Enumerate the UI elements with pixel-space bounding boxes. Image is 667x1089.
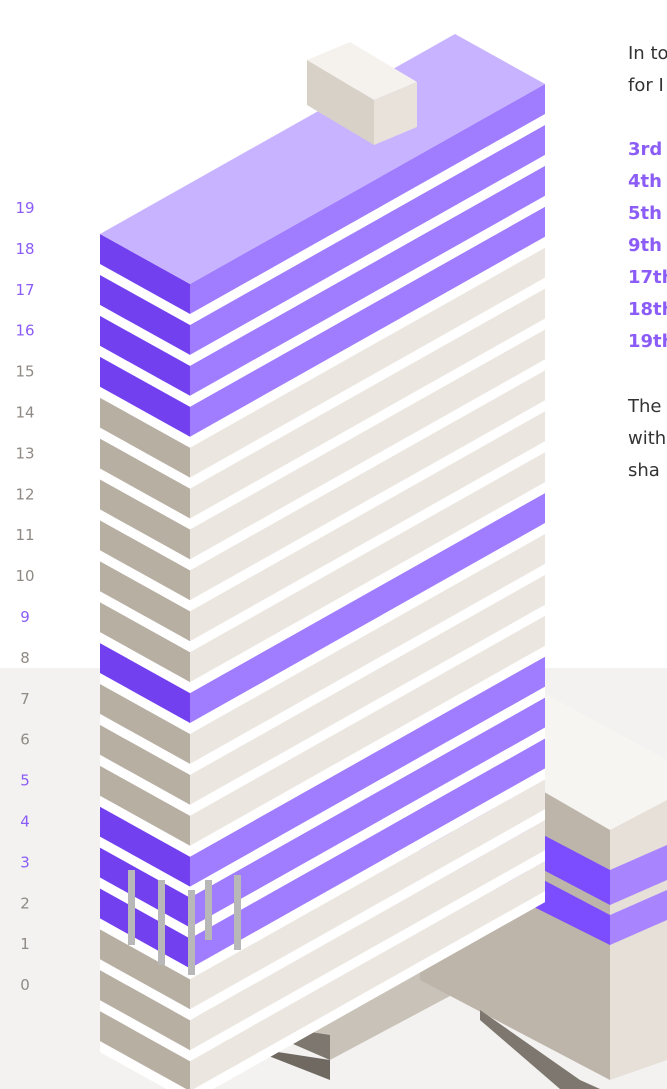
paragraph-line: sha [628, 455, 660, 487]
floor-item: 3rd [628, 134, 662, 166]
floor-label: 14 [15, 404, 34, 422]
floor-label: 15 [15, 363, 34, 381]
paragraph-line: for I [628, 70, 664, 102]
pillar [188, 890, 195, 975]
floors [100, 34, 545, 1089]
floor-label: 10 [15, 567, 34, 585]
floor-label: 3 [20, 853, 30, 871]
pillar [234, 875, 241, 950]
floor-label: 7 [20, 690, 30, 708]
floor-label: 5 [20, 772, 30, 790]
floor-label: 13 [15, 444, 34, 462]
floor-label: 18 [15, 240, 34, 258]
floor-item: 19th [628, 326, 667, 358]
paragraph-line: The [628, 391, 661, 423]
building-illustration: 191817161514131211109876543210 [0, 0, 667, 1089]
floor-label: 8 [20, 649, 30, 667]
floor-label: 19 [15, 199, 34, 217]
floor-item: 18th [628, 294, 667, 326]
floor-label: 17 [15, 281, 34, 299]
floor-label: 0 [20, 976, 30, 994]
floor-label: 12 [15, 485, 34, 503]
pillar [128, 870, 135, 945]
pillar [158, 880, 165, 965]
floor-label: 4 [20, 813, 30, 831]
floor-label: 6 [20, 731, 30, 749]
pillar [205, 880, 212, 940]
floor-label: 11 [15, 526, 34, 544]
floor-label: 2 [20, 894, 30, 912]
floor-label: 9 [20, 608, 30, 626]
floor-item: 9th [628, 230, 662, 262]
floor-label: 16 [15, 322, 34, 340]
floor-item: 5th [628, 198, 662, 230]
paragraph-line: with [628, 423, 666, 455]
page: 191817161514131211109876543210 In tofor … [0, 0, 667, 1089]
floor-item: 4th [628, 166, 662, 198]
floor-item: 17th [628, 262, 667, 294]
floor-label: 1 [20, 935, 30, 953]
paragraph-line: In to [628, 38, 667, 70]
